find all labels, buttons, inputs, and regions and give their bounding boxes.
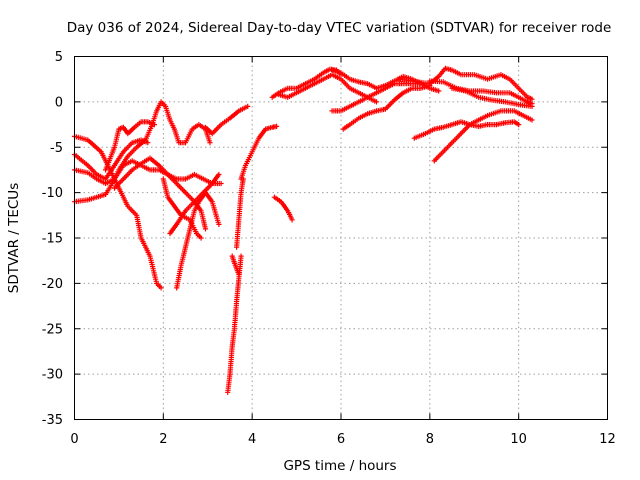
series-markers	[234, 176, 246, 250]
y-tick-label: -5	[50, 141, 63, 156]
series-markers	[111, 155, 209, 232]
y-tick-label: 0	[55, 95, 63, 110]
grid	[74, 56, 608, 420]
series-markers	[271, 194, 295, 223]
series-arc25	[431, 108, 535, 164]
series-markers	[202, 103, 251, 137]
series-arc8	[174, 190, 222, 291]
series-markers	[411, 119, 522, 141]
series-arc20	[340, 82, 433, 132]
x-tick-label: 8	[426, 432, 434, 447]
series-arc14	[238, 123, 280, 182]
series-markers	[340, 82, 433, 132]
y-tick-label: 5	[55, 50, 63, 65]
series-arc5	[103, 119, 157, 173]
series-markers	[449, 85, 535, 109]
series-markers	[238, 123, 280, 182]
series-arc10	[202, 103, 251, 137]
y-tick-label: -10	[42, 186, 63, 201]
series-markers	[229, 253, 242, 277]
plot-frame	[74, 56, 608, 420]
x-tick-label: 12	[599, 432, 616, 447]
y-tick-label: -25	[42, 322, 63, 337]
series-markers	[167, 171, 222, 237]
x-tick-label: 6	[337, 432, 345, 447]
series-arc12	[229, 253, 242, 277]
y-tick-label: -20	[42, 277, 63, 292]
y-tick-label: -35	[42, 413, 63, 428]
series-arc19	[329, 81, 424, 114]
axis-ticks: 0 2 4 6 8 10 12 5 0 -5 -10 -15 -20 -25 -30 -35	[42, 50, 616, 447]
x-tick-label: 0	[70, 432, 78, 447]
data-series	[71, 65, 535, 395]
x-tick-label: 4	[248, 432, 256, 447]
series-arc23	[449, 85, 535, 109]
x-axis-label: GPS time / hours	[283, 458, 396, 474]
x-tick-label: 2	[159, 432, 167, 447]
series-arc15	[271, 194, 295, 223]
series-markers	[174, 190, 222, 291]
series-arc4	[71, 99, 213, 205]
series-markers	[71, 99, 213, 205]
series-arc6	[111, 155, 209, 232]
series-markers	[431, 108, 535, 164]
y-tick-label: -15	[42, 232, 63, 247]
y-tick-label: -30	[42, 368, 63, 383]
chart-title: Day 036 of 2024, Sidereal Day-to-day VTE…	[67, 20, 612, 36]
series-markers	[103, 119, 157, 173]
series-arc9	[167, 171, 222, 237]
y-axis-label: SDTVAR / TECUs	[6, 183, 22, 293]
series-arc24	[411, 119, 522, 141]
series-markers	[329, 81, 424, 114]
series-arc13	[234, 176, 246, 250]
x-tick-label: 10	[510, 432, 527, 447]
